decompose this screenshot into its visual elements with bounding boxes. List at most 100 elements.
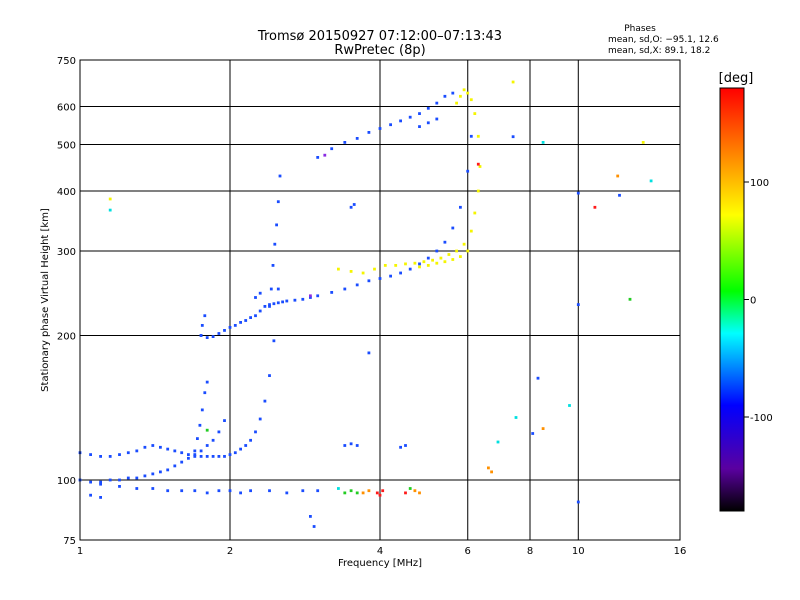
data-point [343,444,347,447]
data-point [108,197,112,201]
data-point [459,94,462,98]
stats-line-o: mean, sd,O: −95.1, 12.6 [608,35,719,45]
data-point [118,453,121,456]
data-point [193,449,197,453]
data-point [254,314,257,318]
data-point [455,249,458,253]
data-point [263,305,267,308]
data-point [418,491,421,495]
data-point [514,416,518,419]
data-point [200,324,204,327]
colorbar [719,87,745,512]
data-point [89,480,92,484]
x-tick-label: 2 [227,546,233,557]
data-point [536,376,540,380]
data-point [337,267,340,271]
data-point [349,442,353,446]
data-point [337,487,340,490]
stats-line-x: mean, sd,X: 89.1, 18.2 [608,46,710,56]
data-point [459,205,462,209]
data-point [443,94,447,98]
data-point [399,445,402,449]
data-point [404,444,407,447]
y-tick-label: 500 [57,141,76,152]
data-point [205,455,209,458]
data-point [618,193,621,197]
data-point [269,287,273,291]
data-point [349,489,353,493]
data-point [118,485,121,488]
data-point [451,258,455,261]
y-tick-label: 600 [57,103,76,114]
data-point [223,329,226,332]
data-point [159,445,162,449]
data-point [576,191,580,195]
data-point [413,261,417,265]
data-point [211,438,215,442]
data-point [378,277,382,280]
x-axis-label: Frequency [MHz] [338,558,422,569]
data-point [272,302,276,306]
data-point [349,270,353,273]
data-point [143,474,147,478]
data-point [511,135,515,139]
data-point [173,449,177,453]
data-point [399,119,402,123]
data-point [271,264,275,267]
data-point [228,326,232,329]
data-point [418,262,421,266]
y-axis-label: Stationary phase Virtual Height [km] [40,208,51,392]
data-point [151,472,155,476]
data-point [426,121,430,125]
data-point [223,455,226,458]
data-point [389,123,392,127]
data-point [203,391,207,395]
data-point [541,141,545,144]
data-point [198,423,202,427]
data-point [217,455,221,458]
data-point [273,242,277,246]
data-point [439,256,443,260]
data-point [496,440,500,444]
data-point [223,419,226,422]
data-point [426,106,430,110]
data-point [89,493,92,497]
data-point [378,493,382,497]
data-point [576,303,580,306]
data-point [476,189,480,193]
data-point [469,98,473,102]
data-point [330,147,334,151]
data-point [159,470,162,474]
data-point [187,456,190,460]
data-point [418,112,421,115]
data-point [343,141,347,144]
data-point [203,314,207,318]
axis-ticks: 1 2 4 6 8 10 16 75 100 200 300 400 500 600 750 [57,56,686,557]
data-point [278,174,282,178]
y-tick-label: 750 [57,56,76,67]
data-point [451,91,455,95]
data-point [180,460,184,464]
data-point [217,332,221,335]
data-point [355,444,359,447]
data-point [275,223,278,227]
data-point [576,500,580,504]
data-point [435,117,439,121]
data-point [205,491,209,495]
data-point [343,491,347,495]
data-point [355,283,359,287]
data-point [367,351,371,355]
data-point [281,300,284,304]
data-point [375,491,379,495]
data-point [199,449,203,453]
y-tick-label: 300 [57,247,76,258]
data-point [118,478,121,482]
data-point [431,258,434,262]
stats-heading: Phases [624,24,656,34]
data-point [244,319,248,322]
data-point [99,455,102,458]
data-point [447,253,451,256]
data-point [254,430,257,434]
data-point [272,339,276,343]
